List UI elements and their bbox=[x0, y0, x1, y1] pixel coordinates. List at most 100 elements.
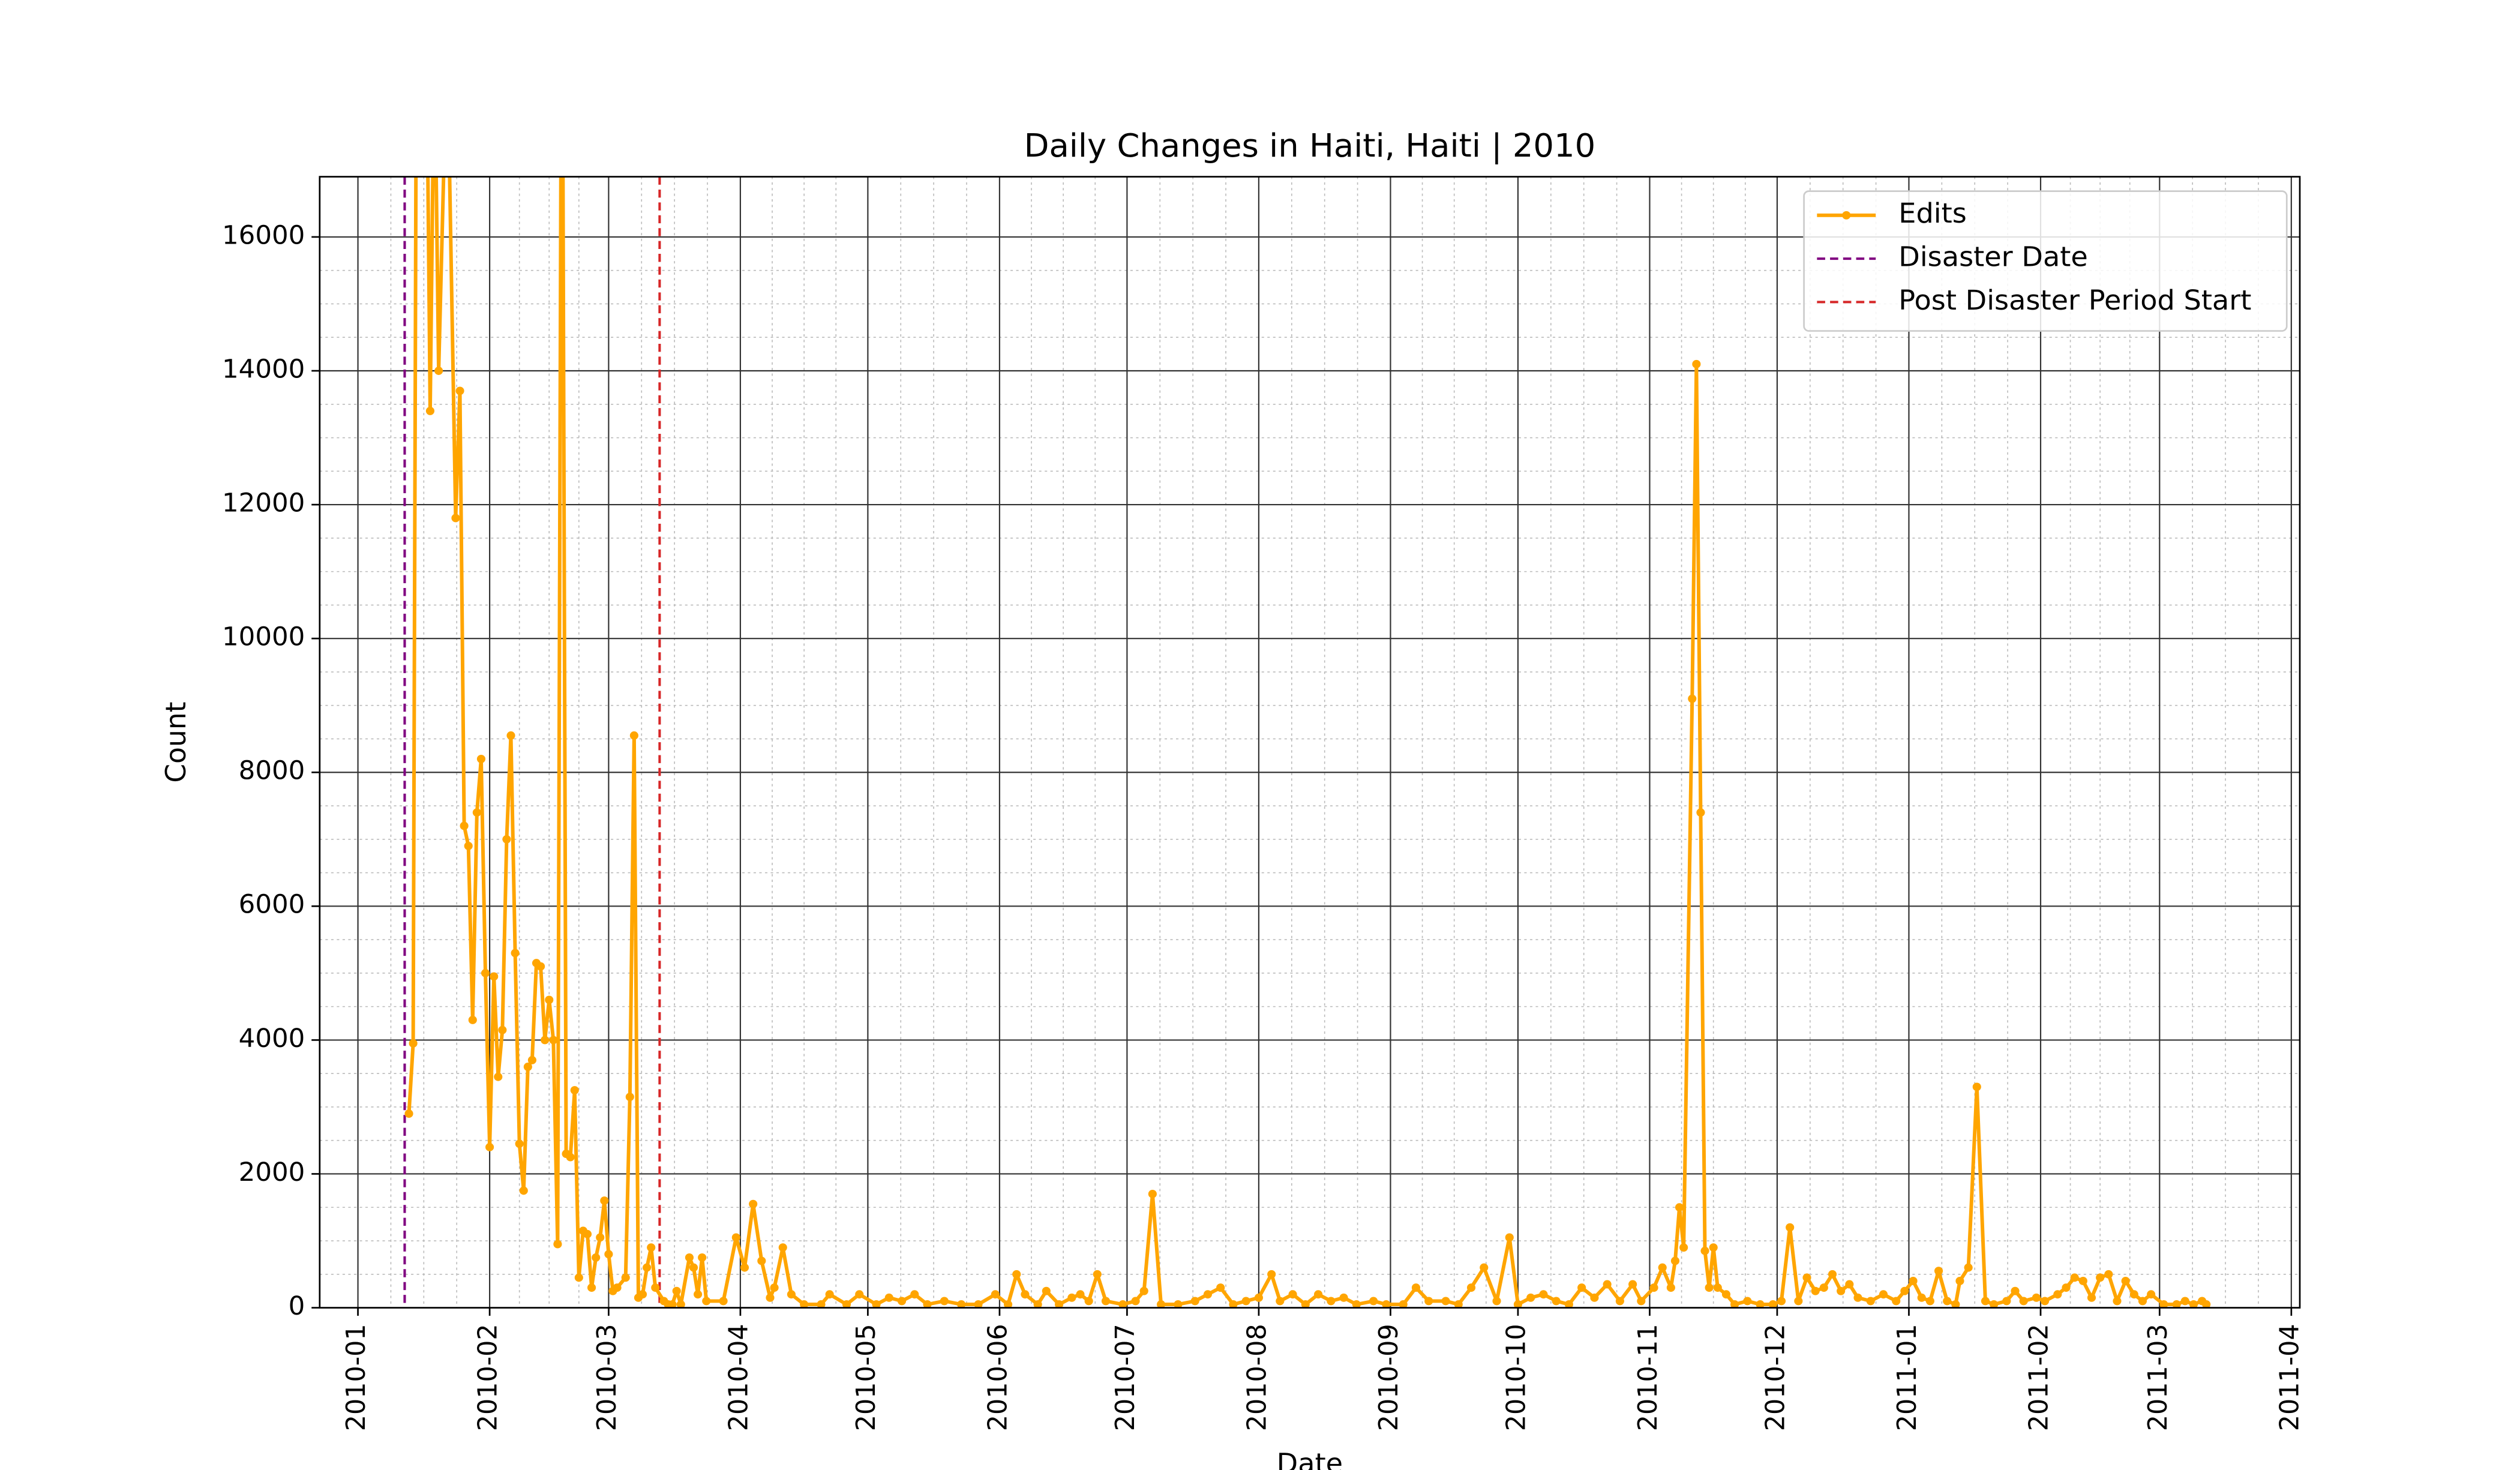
data-point bbox=[1314, 1290, 1323, 1299]
data-point bbox=[1539, 1290, 1548, 1299]
data-point bbox=[1670, 1256, 1680, 1265]
data-point bbox=[719, 1297, 728, 1306]
data-point bbox=[974, 1300, 983, 1308]
data-point bbox=[596, 1233, 605, 1242]
data-point bbox=[825, 1290, 834, 1299]
data-point bbox=[498, 1025, 507, 1034]
data-point bbox=[1131, 1297, 1140, 1306]
data-point bbox=[1492, 1297, 1501, 1306]
data-point bbox=[778, 1243, 787, 1252]
data-point bbox=[800, 1300, 809, 1308]
data-point bbox=[1067, 1293, 1076, 1302]
data-point bbox=[1139, 1286, 1148, 1295]
data-point bbox=[460, 821, 469, 830]
plot-area bbox=[404, 176, 2211, 1308]
data-point bbox=[1786, 1223, 1795, 1232]
data-point bbox=[1794, 1297, 1803, 1306]
data-point bbox=[464, 841, 473, 850]
legend-label: Edits bbox=[1898, 197, 1967, 230]
data-point bbox=[702, 1297, 711, 1306]
y-tick-label: 4000 bbox=[239, 1024, 305, 1054]
data-point bbox=[1084, 1297, 1093, 1306]
data-point bbox=[1241, 1297, 1250, 1306]
data-point bbox=[1004, 1300, 1013, 1308]
data-point bbox=[1603, 1280, 1612, 1289]
data-point bbox=[1216, 1283, 1225, 1292]
data-point bbox=[740, 1263, 749, 1272]
data-point bbox=[451, 514, 460, 523]
data-point bbox=[490, 972, 499, 981]
data-point bbox=[1339, 1293, 1348, 1302]
y-axis-label: Count bbox=[160, 701, 192, 782]
data-point bbox=[1981, 1297, 1990, 1306]
data-point bbox=[1254, 1293, 1263, 1302]
data-point bbox=[1675, 1203, 1684, 1212]
x-tick-label: 2010-12 bbox=[1760, 1324, 1790, 1431]
y-tick-label: 6000 bbox=[239, 890, 305, 920]
data-point bbox=[2011, 1286, 2020, 1295]
data-point bbox=[1951, 1300, 1960, 1308]
data-point bbox=[689, 1263, 698, 1272]
data-point bbox=[494, 1072, 503, 1081]
data-point bbox=[1203, 1290, 1213, 1299]
data-point bbox=[2096, 1273, 2105, 1282]
data-point bbox=[698, 1253, 707, 1262]
data-point bbox=[455, 386, 464, 395]
data-point bbox=[1454, 1300, 1463, 1308]
data-point bbox=[685, 1253, 694, 1262]
data-point bbox=[676, 1300, 685, 1308]
data-point bbox=[485, 1142, 494, 1151]
data-point bbox=[1743, 1297, 1752, 1306]
data-point bbox=[1637, 1297, 1646, 1306]
data-point bbox=[2113, 1297, 2122, 1306]
x-tick-label: 2010-09 bbox=[1374, 1324, 1404, 1431]
data-point bbox=[536, 962, 545, 971]
y-tick-label: 0 bbox=[289, 1291, 305, 1321]
data-point bbox=[643, 1263, 652, 1272]
data-point bbox=[1441, 1297, 1450, 1306]
data-point bbox=[910, 1290, 919, 1299]
data-point bbox=[1190, 1297, 1199, 1306]
x-tick-label: 2010-01 bbox=[341, 1324, 371, 1431]
data-point bbox=[1174, 1300, 1183, 1308]
y-tick-label: 10000 bbox=[222, 622, 305, 652]
data-point bbox=[502, 835, 511, 844]
data-point bbox=[2070, 1273, 2079, 1282]
data-point bbox=[506, 731, 515, 740]
data-point bbox=[1156, 1300, 1166, 1308]
data-point bbox=[2138, 1297, 2147, 1306]
data-point bbox=[1590, 1293, 1599, 1302]
data-point bbox=[1955, 1276, 1964, 1285]
data-point bbox=[1879, 1290, 1888, 1299]
data-point bbox=[1628, 1280, 1637, 1289]
data-point bbox=[1288, 1290, 1297, 1299]
x-tick-label: 2010-06 bbox=[983, 1324, 1013, 1431]
data-point bbox=[481, 968, 490, 977]
y-tick-label: 8000 bbox=[239, 756, 305, 786]
data-point bbox=[425, 406, 435, 415]
data-point bbox=[468, 1015, 477, 1024]
data-point bbox=[1012, 1270, 1021, 1279]
legend-label: Disaster Date bbox=[1898, 241, 2088, 273]
data-point bbox=[1399, 1300, 1408, 1308]
data-point bbox=[2147, 1290, 2156, 1299]
data-point bbox=[1666, 1283, 1675, 1292]
data-point bbox=[574, 1273, 583, 1282]
x-tick-label: 2010-03 bbox=[592, 1324, 622, 1431]
data-point bbox=[600, 1196, 609, 1205]
data-point bbox=[957, 1300, 966, 1308]
x-tick-label: 2011-03 bbox=[2143, 1324, 2173, 1431]
data-point bbox=[1369, 1297, 1378, 1306]
data-point bbox=[1900, 1286, 1909, 1295]
data-point bbox=[2121, 1276, 2130, 1285]
data-point bbox=[940, 1297, 949, 1306]
data-point bbox=[1828, 1270, 1837, 1279]
data-point bbox=[570, 1086, 579, 1095]
plot-frame bbox=[319, 176, 2301, 1309]
data-point bbox=[1658, 1263, 1667, 1272]
data-point bbox=[1964, 1263, 1973, 1272]
data-point bbox=[541, 1036, 550, 1045]
x-tick-label: 2010-02 bbox=[473, 1324, 503, 1431]
